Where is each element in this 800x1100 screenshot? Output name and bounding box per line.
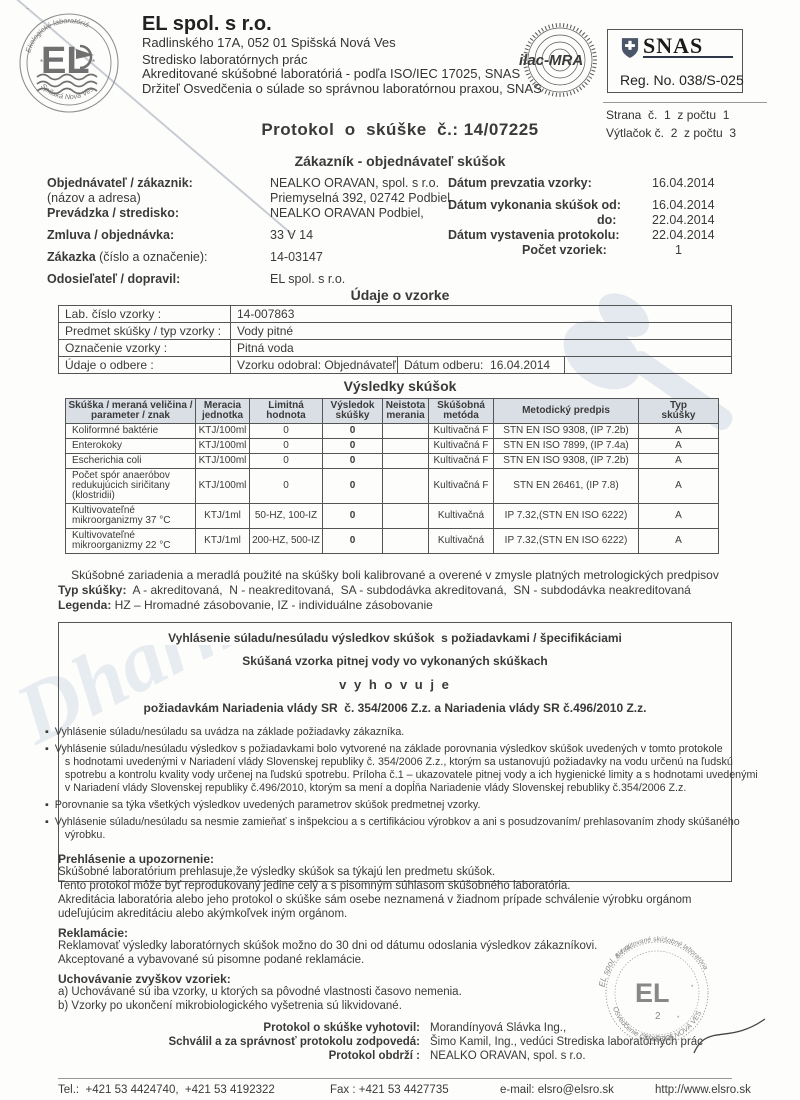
svg-text:*: * <box>691 985 694 991</box>
svg-text:*: * <box>677 1016 680 1022</box>
svg-text:ilac-MRA: ilac-MRA <box>519 52 583 69</box>
svg-text:*: * <box>92 58 95 67</box>
svg-text:EL: EL <box>635 978 670 1008</box>
svg-text:*: * <box>26 8 29 14</box>
svg-text:*: * <box>626 931 629 934</box>
svg-text:Spišská Nová Ves: Spišská Nová Ves <box>39 82 95 102</box>
svg-text:2: 2 <box>655 1011 661 1022</box>
